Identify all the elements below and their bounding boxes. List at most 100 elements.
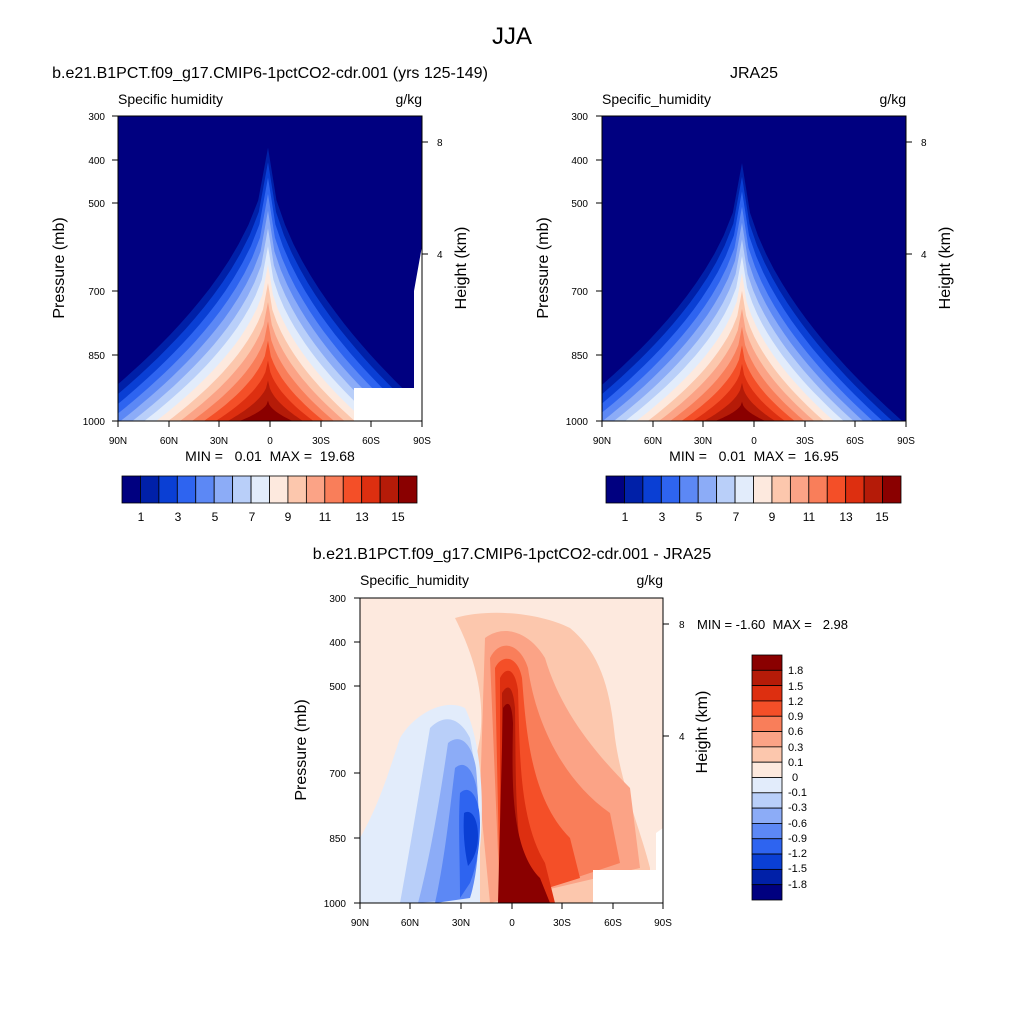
y2-axis: 8 4: [422, 138, 443, 261]
colorbar-label: 15: [875, 510, 889, 524]
x-tick-label: 90S: [897, 436, 915, 447]
y-tick-label: 1000: [83, 417, 106, 428]
x-tick-label: 30N: [210, 436, 228, 447]
colorbar-swatch: [660, 475, 681, 504]
colorbar-swatch: [845, 475, 865, 504]
panel-title: JRA25: [730, 65, 778, 82]
colorbar-label: 1.2: [788, 696, 803, 708]
colorbar-swatch: [751, 715, 783, 732]
colorbar-swatch: [751, 654, 783, 671]
variable-label: Specific_humidity: [602, 91, 711, 107]
colorbar-label: 1.5: [788, 681, 803, 693]
contour-band: [498, 703, 550, 903]
y-tick-label: 700: [571, 287, 588, 298]
colorbar-swatch: [697, 475, 718, 504]
y2-axis-label: Height (km): [694, 691, 711, 774]
y2-axis: 8 4: [906, 138, 927, 261]
x-tick-label: 90N: [109, 436, 127, 447]
colorbar-swatch: [379, 475, 399, 504]
colorbar-swatch: [734, 475, 754, 504]
colorbar-swatch: [751, 731, 783, 748]
y2-tick-label: 4: [437, 250, 443, 261]
units-label: g/kg: [880, 91, 906, 107]
y-tick-label: 500: [329, 682, 346, 693]
colorbar-labels: 1 3 5 7 9 11 13 15: [138, 510, 405, 524]
plot-area: [602, 116, 906, 421]
y-tick-label: 500: [571, 199, 588, 210]
colorbar-swatch: [863, 475, 883, 504]
colorbar-label: 0.3: [788, 742, 803, 754]
colorbar-vertical: [751, 654, 783, 901]
colorbar-swatch: [751, 746, 783, 763]
y-axis-label: Pressure (mb): [535, 217, 552, 318]
y2-tick-label: 8: [679, 620, 685, 631]
colorbar-swatch: [642, 475, 662, 504]
y-tick-label: 300: [571, 112, 588, 123]
colorbar-swatch: [751, 761, 783, 778]
colorbar-swatch: [826, 475, 847, 504]
colorbar-label: -1.2: [788, 848, 807, 860]
colorbar-swatch: [751, 685, 783, 702]
y-tick-label: 850: [88, 351, 105, 362]
colorbar-swatch: [605, 475, 625, 504]
colorbar-swatch: [751, 868, 783, 886]
colorbar-swatch: [232, 475, 252, 504]
x-tick-label: 0: [751, 436, 757, 447]
colorbar-swatch: [751, 853, 783, 870]
x-tick-label: 90S: [413, 436, 431, 447]
min-max-stats: MIN = -1.60 MAX = 2.98: [697, 617, 848, 632]
colorbar-swatch: [751, 792, 783, 809]
colorbar-swatch: [751, 777, 783, 794]
figure-title: JJA: [492, 23, 532, 50]
colorbar-swatch: [751, 700, 783, 717]
x-axis: 90N 60N 30N 0 30S 60S 90S: [593, 421, 915, 447]
colorbar-swatch: [121, 475, 141, 504]
colorbar-swatch: [342, 475, 363, 504]
contour-band: [227, 380, 304, 421]
y-tick-label: 300: [88, 112, 105, 123]
units-label: g/kg: [396, 91, 422, 107]
colorbar-label: -0.3: [788, 802, 807, 814]
y-tick-label: 400: [88, 156, 105, 167]
y2-tick-label: 4: [679, 732, 685, 743]
y-tick-label: 400: [329, 638, 346, 649]
colorbar-swatch: [324, 475, 344, 504]
colorbar-label: 11: [803, 510, 816, 524]
colorbar-label: 1: [622, 510, 629, 524]
y-tick-label: 1000: [566, 417, 589, 428]
y-tick-label: 1000: [324, 899, 347, 910]
colorbar-swatch: [716, 475, 736, 504]
x-tick-label: 30S: [553, 918, 571, 929]
plot-area: [118, 116, 422, 421]
colorbar-swatch: [624, 475, 644, 504]
contour-band: [715, 401, 766, 421]
panel-model: b.e21.B1PCT.f09_g17.CMIP6-1pctCO2-cdr.00…: [51, 65, 488, 524]
y2-axis-label: Height (km): [453, 227, 470, 310]
colorbar-label: 9: [769, 510, 776, 524]
colorbar-label: 13: [839, 510, 853, 524]
x-tick-label: 60N: [644, 436, 662, 447]
colorbar-label: -0.6: [788, 818, 807, 830]
colorbar-label: -0.9: [788, 833, 807, 845]
colorbar-swatch: [250, 475, 270, 504]
y-axis: 300 400 500 700 850 1000: [83, 112, 118, 428]
colorbar-label: 3: [659, 510, 666, 524]
contour-band: [463, 811, 478, 866]
colorbar-swatch: [361, 475, 381, 504]
x-tick-label: 90N: [593, 436, 611, 447]
x-tick-label: 60S: [846, 436, 864, 447]
panel-difference: b.e21.B1PCT.f09_g17.CMIP6-1pctCO2-cdr.00…: [293, 546, 848, 929]
min-max-stats: MIN = 0.01 MAX = 19.68: [185, 448, 355, 464]
colorbar-swatch: [751, 669, 783, 687]
colorbar-swatch: [751, 884, 783, 901]
colorbar-label: 0: [792, 772, 798, 784]
y-axis-label: Pressure (mb): [293, 699, 310, 800]
colorbar-swatch: [808, 475, 828, 504]
units-label: g/kg: [637, 572, 663, 588]
colorbar-label: -1.5: [788, 863, 807, 875]
panel-title: b.e21.B1PCT.f09_g17.CMIP6-1pctCO2-cdr.00…: [313, 546, 712, 563]
colorbar-label: 1: [138, 510, 145, 524]
colorbar-swatch: [751, 838, 783, 855]
x-tick-label: 60S: [604, 918, 622, 929]
y2-tick-label: 4: [921, 250, 927, 261]
